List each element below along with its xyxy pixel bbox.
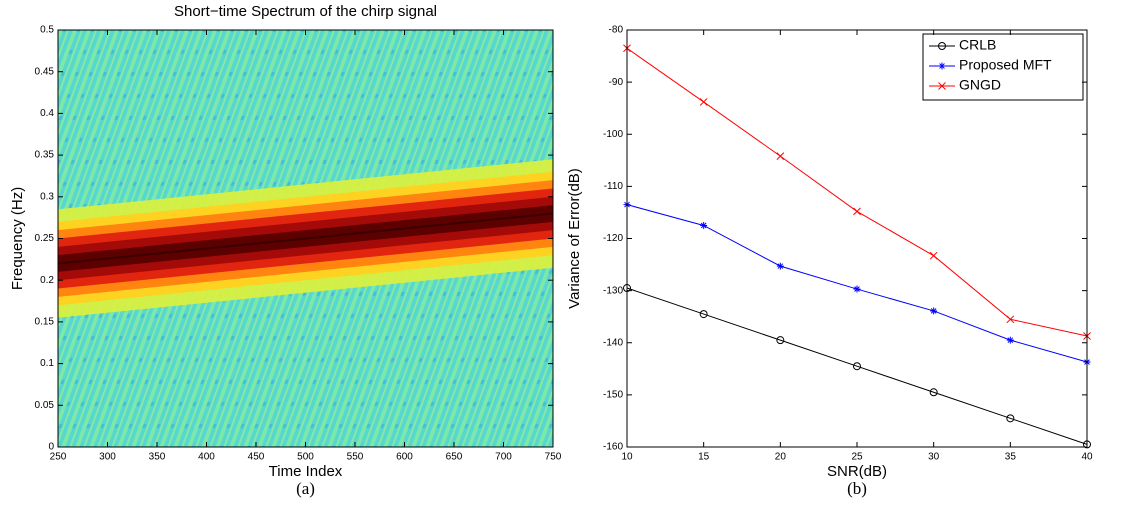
y-tick-label: -100 xyxy=(603,129,623,140)
marker xyxy=(929,251,938,260)
marker xyxy=(776,152,785,160)
y-tick-label: -150 xyxy=(603,390,623,401)
marker xyxy=(699,98,708,106)
y-tick-label: 0.05 xyxy=(35,400,55,411)
marker xyxy=(853,207,861,216)
y-tick-label: -110 xyxy=(604,181,624,192)
y-tick-label: -120 xyxy=(603,233,623,244)
x-tick-label: 250 xyxy=(50,452,67,463)
y-tick-label: 0.45 xyxy=(35,66,55,77)
marker xyxy=(700,221,708,229)
x-tick-label: 40 xyxy=(1081,452,1093,463)
marker xyxy=(1006,315,1015,324)
x-tick-label: 25 xyxy=(851,452,863,463)
x-tick-label: 600 xyxy=(396,452,413,463)
y-tick-label: 0.15 xyxy=(35,317,55,328)
x-tick-label: 350 xyxy=(149,452,166,463)
marker-stroke xyxy=(777,263,784,269)
marker-stroke xyxy=(939,63,945,69)
marker-stroke xyxy=(1007,337,1014,343)
x-tick-label: 450 xyxy=(248,452,265,463)
x-axis-label: SNR(dB) xyxy=(827,463,887,480)
x-tick-label: 700 xyxy=(495,452,512,463)
marker xyxy=(1006,336,1014,344)
marker-stroke xyxy=(938,82,946,90)
caption: (b) xyxy=(847,479,867,498)
x-tick-label: 30 xyxy=(928,452,940,463)
marker-stroke xyxy=(776,152,785,160)
x-tick-label: 15 xyxy=(698,452,710,463)
y-axis-label: Variance of Error(dB) xyxy=(566,168,583,309)
y-tick-label: 0.2 xyxy=(40,275,54,286)
legend-box xyxy=(922,33,1084,101)
y-axis-label: Frequency (Hz) xyxy=(9,187,26,290)
series-line xyxy=(626,287,1088,445)
marker-stroke xyxy=(930,308,937,314)
y-tick-label: -160 xyxy=(603,442,623,453)
marker-stroke xyxy=(699,98,708,106)
y-tick-label: 0.4 xyxy=(40,108,54,119)
x-tick-label: 550 xyxy=(347,452,364,463)
x-tick-label: 20 xyxy=(775,452,787,463)
x-axis-label: Time Index xyxy=(269,463,343,480)
legend-label: GNGD xyxy=(959,77,1001,93)
marker xyxy=(853,285,861,293)
chart-title: Short−time Spectrum of the chirp signal xyxy=(174,3,437,20)
x-tick-label: 300 xyxy=(99,452,116,463)
y-tick-label: -90 xyxy=(609,77,624,88)
marker xyxy=(776,262,784,270)
y-tick-label: 0.1 xyxy=(40,358,54,369)
y-tick-label: 0 xyxy=(48,442,54,453)
ridge-line xyxy=(57,212,554,265)
legend-label: CRLB xyxy=(959,37,996,53)
y-tick-label: 0.25 xyxy=(35,233,55,244)
y-tick-label: -130 xyxy=(603,285,623,296)
y-tick-label: 0.35 xyxy=(35,150,55,161)
y-tick-label: 0.3 xyxy=(40,191,54,202)
marker xyxy=(938,82,946,90)
marker-stroke xyxy=(929,251,938,260)
x-tick-label: 650 xyxy=(446,452,463,463)
series-line xyxy=(626,204,1088,363)
x-tick-label: 400 xyxy=(198,452,215,463)
x-tick-label: 500 xyxy=(297,452,314,463)
marker-stroke xyxy=(1006,315,1015,324)
x-tick-label: 35 xyxy=(1005,452,1017,463)
marker xyxy=(938,62,946,70)
y-tick-label: -80 xyxy=(609,25,624,36)
x-tick-label: 750 xyxy=(545,452,562,463)
marker xyxy=(929,388,938,397)
y-tick-label: 0.5 xyxy=(40,25,54,36)
marker xyxy=(776,336,785,345)
marker-stroke xyxy=(854,286,860,292)
x-tick-label: 10 xyxy=(621,452,633,463)
marker xyxy=(853,362,861,371)
marker xyxy=(938,42,946,50)
legend-label: Proposed MFT xyxy=(959,57,1052,73)
marker xyxy=(930,307,938,315)
marker xyxy=(1006,414,1015,423)
marker-stroke xyxy=(853,207,861,216)
marker-stroke xyxy=(700,222,707,229)
y-tick-label: -140 xyxy=(603,337,623,348)
marker xyxy=(699,310,708,319)
caption: (a) xyxy=(296,479,315,498)
